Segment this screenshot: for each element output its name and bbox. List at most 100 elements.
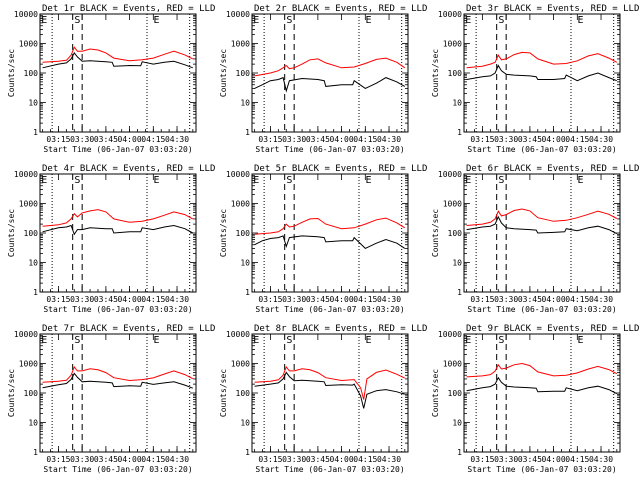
- y-tick-label: 1: [245, 448, 250, 457]
- x-tick-label: 03:30: [494, 135, 518, 144]
- x-axis-label: Start Time (06-Jan-07 03:03:20): [43, 145, 192, 154]
- x-tick-label: 03:45: [94, 455, 118, 464]
- y-tick-label: 100: [236, 229, 251, 238]
- x-tick-label: 03:45: [518, 135, 542, 144]
- x-axis-label: Start Time (06-Jan-07 03:03:20): [467, 465, 616, 474]
- event-marker-label: S: [498, 335, 504, 346]
- y-tick-label: 1000: [19, 40, 38, 49]
- x-tick-label: 04:00: [542, 295, 566, 304]
- y-tick-label: 1: [33, 448, 38, 457]
- y-axis-label: Counts/sec: [7, 209, 16, 257]
- event-marker-label: S: [74, 175, 80, 186]
- x-tick-label: 04:00: [542, 455, 566, 464]
- y-tick-label: 10000: [226, 330, 250, 339]
- plot-frame: [251, 333, 409, 453]
- y-tick-label: 1000: [231, 40, 250, 49]
- y-tick-label: 1: [245, 128, 250, 137]
- x-tick-label: 04:00: [542, 135, 566, 144]
- event-marker-label: E: [577, 175, 583, 186]
- x-tick-label: 03:15: [46, 295, 70, 304]
- x-tick-label: 03:30: [282, 295, 306, 304]
- x-tick-label: 03:15: [258, 455, 282, 464]
- event-marker-label: E: [253, 175, 259, 186]
- y-tick-label: 10: [28, 419, 38, 428]
- y-tick-label: 100: [24, 69, 39, 78]
- event-marker-label: S: [74, 335, 80, 346]
- x-tick-label: 03:30: [494, 455, 518, 464]
- events-series-line: [466, 64, 617, 82]
- x-tick-label: 03:30: [70, 295, 94, 304]
- events-series-line: [466, 376, 618, 395]
- y-tick-label: 10000: [438, 10, 462, 19]
- y-axis-label: Counts/sec: [7, 49, 16, 97]
- y-tick-label: 10: [240, 259, 250, 268]
- y-tick-label: 100: [448, 229, 463, 238]
- panel-title: Det 7r BLACK = Events, RED = LLD: [42, 324, 215, 334]
- x-tick-label: 03:30: [494, 295, 518, 304]
- x-tick-label: 04:00: [118, 295, 142, 304]
- x-tick-label: 04:15: [565, 455, 589, 464]
- x-tick-label: 04:00: [330, 135, 354, 144]
- event-marker-label: E: [365, 15, 371, 26]
- event-marker-label: E: [577, 335, 583, 346]
- y-tick-label: 10000: [438, 330, 462, 339]
- y-tick-label: 10: [28, 99, 38, 108]
- x-tick-label: 04:00: [330, 455, 354, 464]
- panel-8: Det 8r BLACK = Events, RED = LLD 1 10 100 10…: [219, 324, 427, 474]
- event-marker-label: E: [153, 335, 159, 346]
- x-tick-label: 04:15: [141, 455, 165, 464]
- x-tick-label: 03:15: [470, 295, 494, 304]
- x-tick-label: 03:30: [282, 455, 306, 464]
- x-tick-label: 04:15: [565, 135, 589, 144]
- x-tick-label: 04:15: [353, 295, 377, 304]
- x-axis-label: Start Time (06-Jan-07 03:03:20): [255, 145, 404, 154]
- y-tick-label: 10000: [226, 170, 250, 179]
- panel-3: Det 3r BLACK = Events, RED = LLD 1 10 100 10…: [431, 4, 639, 154]
- event-marker-label: S: [498, 15, 504, 26]
- panel-2: Det 2r BLACK = Events, RED = LLD 1 10 100 10…: [219, 4, 427, 154]
- y-tick-label: 1000: [231, 360, 250, 369]
- x-tick-label: 04:30: [377, 135, 401, 144]
- y-tick-label: 10000: [226, 10, 250, 19]
- x-axis-label: Start Time (06-Jan-07 03:03:20): [467, 145, 616, 154]
- lld-series-line: [254, 217, 406, 235]
- x-tick-label: 03:45: [94, 295, 118, 304]
- events-series-line: [42, 372, 193, 389]
- x-axis-label: Start Time (06-Jan-07 03:03:20): [43, 305, 192, 314]
- panel-title: Det 6r BLACK = Events, RED = LLD: [466, 164, 639, 174]
- y-tick-label: 10: [452, 99, 462, 108]
- x-tick-label: 04:30: [165, 295, 189, 304]
- panel-5: Det 5r BLACK = Events, RED = LLD 1 10 100 10…: [219, 164, 427, 314]
- x-axis-label: Start Time (06-Jan-07 03:03:20): [43, 465, 192, 474]
- x-tick-label: 04:00: [118, 455, 142, 464]
- y-tick-label: 1000: [19, 200, 38, 209]
- y-axis-label: Counts/sec: [7, 369, 16, 417]
- y-tick-label: 100: [24, 229, 39, 238]
- y-tick-label: 1: [33, 288, 38, 297]
- y-tick-label: 10000: [438, 170, 462, 179]
- x-tick-label: 03:15: [46, 135, 70, 144]
- events-series-line: [466, 215, 618, 235]
- x-tick-label: 04:30: [377, 295, 401, 304]
- panel-title: Det 9r BLACK = Events, RED = LLD: [466, 324, 639, 334]
- event-marker-label: E: [577, 15, 583, 26]
- x-tick-label: 04:00: [330, 295, 354, 304]
- lld-series-line: [254, 366, 406, 400]
- event-marker-label: E: [41, 15, 47, 26]
- plot-frame: [39, 333, 197, 453]
- x-tick-label: 03:30: [70, 135, 94, 144]
- y-tick-label: 10000: [14, 10, 38, 19]
- x-tick-label: 03:15: [258, 295, 282, 304]
- y-tick-label: 100: [24, 389, 39, 398]
- panel-title: Det 3r BLACK = Events, RED = LLD: [466, 4, 639, 14]
- x-tick-label: 03:45: [306, 135, 330, 144]
- x-axis-label: Start Time (06-Jan-07 03:03:20): [467, 305, 616, 314]
- y-tick-label: 1: [457, 128, 462, 137]
- y-tick-label: 1: [457, 448, 462, 457]
- events-series-line: [254, 371, 405, 409]
- lld-series-line: [466, 362, 618, 378]
- y-tick-label: 10: [28, 259, 38, 268]
- x-tick-label: 03:30: [282, 135, 306, 144]
- y-tick-label: 1000: [443, 200, 462, 209]
- event-marker-label: E: [365, 335, 371, 346]
